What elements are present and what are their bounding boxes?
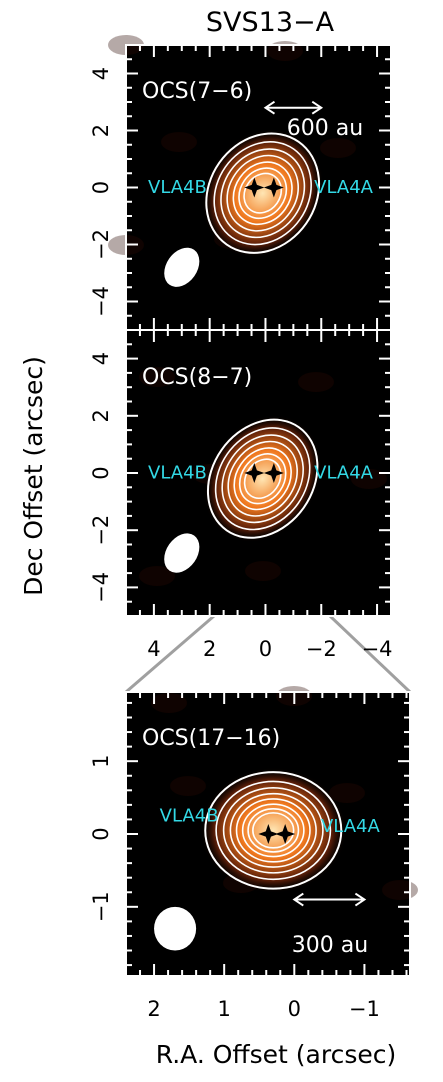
y-tick-label: 2 xyxy=(89,124,113,137)
scale-bar-arrowhead xyxy=(311,100,324,115)
emission-map xyxy=(203,414,322,543)
contour-level xyxy=(243,172,283,214)
contour-level xyxy=(220,148,306,239)
axis-ticks xyxy=(125,692,410,976)
x-tick-label: −4 xyxy=(362,637,393,661)
y-tick-label: −1 xyxy=(89,891,113,922)
x-tick-label: 2 xyxy=(147,997,160,1021)
beam-ellipse xyxy=(164,247,200,287)
noise-patch xyxy=(351,469,387,489)
contour-level xyxy=(204,771,343,890)
emission-map xyxy=(201,128,324,258)
scale-bar-label: 300 au xyxy=(292,933,368,958)
y-tick-label: 4 xyxy=(89,352,113,365)
beam-ellipse xyxy=(154,906,197,951)
axis-ticks xyxy=(125,44,392,331)
contour-level xyxy=(247,808,300,853)
noise-patch xyxy=(329,783,365,803)
source-marker xyxy=(244,177,265,198)
zoom-connector-right xyxy=(328,614,412,694)
source-label: VLA4A xyxy=(314,463,374,484)
scale-bar-arrowhead xyxy=(292,892,304,907)
y-axis-label: Dec Offset (arcsec) xyxy=(19,356,48,596)
panel-ocs-7-6: 4 2 0 −2 −4 VLA4B VLA4A OCS(7−6) 600 au xyxy=(89,35,392,331)
emission-glow xyxy=(199,767,347,894)
noise-patch xyxy=(170,776,206,796)
x-tick-label: 1 xyxy=(217,997,230,1021)
y-tick-label: −2 xyxy=(89,229,113,260)
source-marker xyxy=(263,463,284,483)
source-marker xyxy=(244,463,265,483)
source-label: VLA4A xyxy=(314,177,374,198)
figure-title: SVS13−A xyxy=(206,7,335,38)
x-tick-label: 2 xyxy=(203,637,216,661)
contour-level xyxy=(241,803,305,858)
emission-map xyxy=(199,767,347,894)
source-marker xyxy=(258,824,279,844)
contour-level xyxy=(221,434,304,524)
panel-ocs-17-16: 1 0 −1 2 1 0 −1 VLA4B VLA4A OCS(17−16) 300 au xyxy=(89,686,418,1021)
noise-patch xyxy=(298,372,334,392)
source-label: VLA4B xyxy=(148,177,207,198)
noise-patch xyxy=(161,132,197,152)
y-tick-label: 4 xyxy=(89,67,113,80)
molecule-label: OCS(8−7) xyxy=(142,365,252,390)
contour-level xyxy=(238,167,288,220)
noise-patch xyxy=(320,138,356,158)
y-tick-label: −4 xyxy=(89,286,113,317)
contour-level xyxy=(226,154,300,232)
emission-glow xyxy=(201,128,324,258)
scale-bar-label: 600 au xyxy=(287,116,363,141)
contour-level xyxy=(205,132,321,254)
contour-level xyxy=(233,447,292,511)
y-tick-label: 0 xyxy=(89,827,113,840)
panel-ocs-8-7: 4 2 0 −2 −4 4 2 0 −2 −4 VLA4B VLA4A OCS(8−7) xyxy=(89,329,393,661)
scale-bar: 600 au xyxy=(263,100,363,141)
source-label: VLA4B xyxy=(160,805,219,826)
y-tick-label: 2 xyxy=(89,409,113,422)
noise-patch xyxy=(245,561,281,581)
contour-level xyxy=(213,141,312,246)
y-tick-label: 0 xyxy=(89,466,113,479)
x-tick-label: 4 xyxy=(147,637,160,661)
scale-bar-arrowhead xyxy=(354,892,367,907)
x-tick-label: 0 xyxy=(259,637,272,661)
contour-level xyxy=(252,812,295,849)
contour-level xyxy=(243,458,282,500)
contour-level xyxy=(235,798,311,863)
contour-level xyxy=(238,453,287,505)
y-tick-label: −2 xyxy=(89,515,113,546)
scale-bar-arrowhead xyxy=(263,100,276,115)
y-tick-label: 1 xyxy=(89,754,113,767)
contour-level xyxy=(227,440,298,517)
noise-patch xyxy=(139,367,175,387)
molecule-label: OCS(7−6) xyxy=(142,79,252,104)
contour-level xyxy=(232,161,293,226)
noise-patch xyxy=(382,880,418,900)
x-axis-label: R.A. Offset (arcsec) xyxy=(156,1040,397,1069)
contour-level xyxy=(229,792,317,868)
contour-level xyxy=(222,787,324,874)
noise-patch xyxy=(139,566,175,586)
molecule-label: OCS(17−16) xyxy=(142,726,280,751)
zoom-connector-left xyxy=(125,614,215,694)
x-tick-label: 0 xyxy=(288,997,301,1021)
x-tick-label: −2 xyxy=(306,637,337,661)
scale-bar: 300 au xyxy=(292,892,368,958)
contour-level xyxy=(214,427,311,531)
source-label: VLA4A xyxy=(321,816,381,837)
zoom-connector-lines xyxy=(125,614,412,694)
contour-level xyxy=(215,780,332,881)
axis-ticks xyxy=(125,329,392,617)
y-tick-label: −4 xyxy=(89,572,113,603)
source-label: VLA4B xyxy=(148,463,207,484)
source-marker xyxy=(263,177,284,198)
source-marker xyxy=(275,824,296,844)
contour-level xyxy=(206,418,319,539)
beam-ellipse xyxy=(164,533,200,573)
x-tick-label: −1 xyxy=(349,997,380,1021)
noise-patch xyxy=(151,693,187,713)
y-tick-label: 0 xyxy=(89,181,113,194)
